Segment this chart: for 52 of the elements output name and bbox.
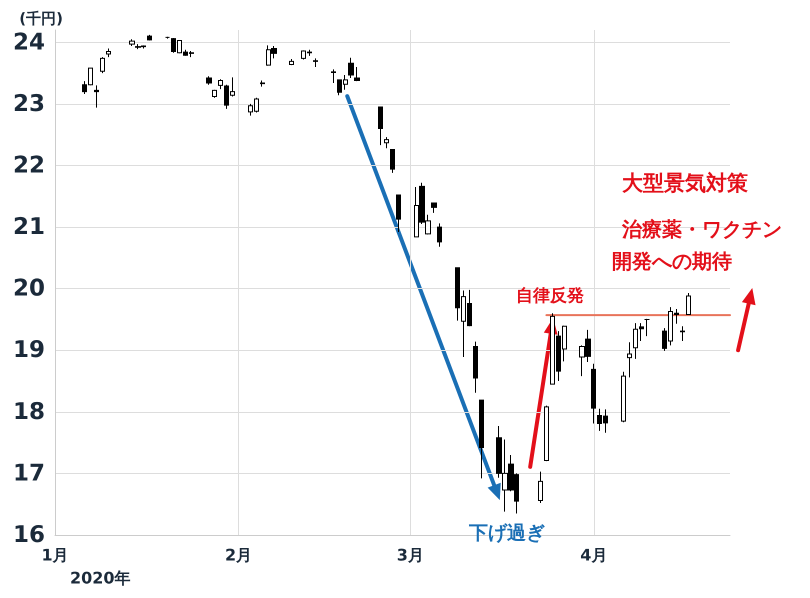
annotation: 自律反発 xyxy=(516,286,584,306)
candlestick xyxy=(354,66,360,82)
y-tick-label: 16 xyxy=(12,522,45,548)
x-tick-label: 4月 xyxy=(580,546,608,564)
candlestick xyxy=(479,400,484,479)
candlestick xyxy=(591,363,596,424)
candlestick xyxy=(384,136,389,149)
annotation: 開発への期待 xyxy=(612,249,732,273)
x-tick-label: 2月 xyxy=(224,546,252,564)
candlestick xyxy=(633,322,638,360)
candlestick xyxy=(100,56,105,74)
y-tick-label: 19 xyxy=(12,337,45,364)
candlestick xyxy=(206,76,212,86)
candlestick xyxy=(212,89,217,98)
candlestick xyxy=(390,148,395,174)
candlestick xyxy=(260,80,265,88)
annotation: 下げ過ぎ xyxy=(468,522,545,544)
candlestick xyxy=(686,292,691,316)
candlestick xyxy=(627,342,632,378)
y-axis-title: (千円) xyxy=(19,10,63,28)
x-tick-label: 3月 xyxy=(396,546,424,564)
candlestick xyxy=(129,38,135,47)
candlestick xyxy=(165,36,170,40)
candlestick xyxy=(544,405,549,462)
y-tick-label: 18 xyxy=(12,398,45,425)
candlestick xyxy=(621,371,626,423)
candlestick xyxy=(94,84,99,108)
candlestick xyxy=(473,341,478,394)
y-tick-label: 22 xyxy=(12,152,45,178)
candlestick xyxy=(431,202,437,214)
y-tick-label: 17 xyxy=(12,460,45,486)
candlestick xyxy=(313,58,318,68)
text: 2020年 xyxy=(70,568,131,588)
candlestick xyxy=(348,57,354,79)
annotation: 治療薬・ワクチン xyxy=(621,217,782,241)
candlestick xyxy=(378,106,383,146)
y-tick-label: 20 xyxy=(12,276,45,302)
candlestick xyxy=(437,222,442,248)
x-tick-label: 1月 xyxy=(41,546,69,564)
candlestick xyxy=(680,326,685,342)
y-tick-label: 24 xyxy=(12,29,45,56)
annotation: 大型景気対策 xyxy=(622,171,748,195)
y-tick-label: 23 xyxy=(12,90,45,117)
candlestick xyxy=(538,471,543,504)
candlestick xyxy=(644,318,650,337)
y-tick-label: 21 xyxy=(12,214,45,240)
candlestick xyxy=(396,194,401,232)
candlestick xyxy=(289,58,294,66)
candlestick xyxy=(639,322,644,342)
candlestick xyxy=(106,48,111,58)
candlestick xyxy=(147,34,152,41)
candlestick xyxy=(331,68,336,84)
